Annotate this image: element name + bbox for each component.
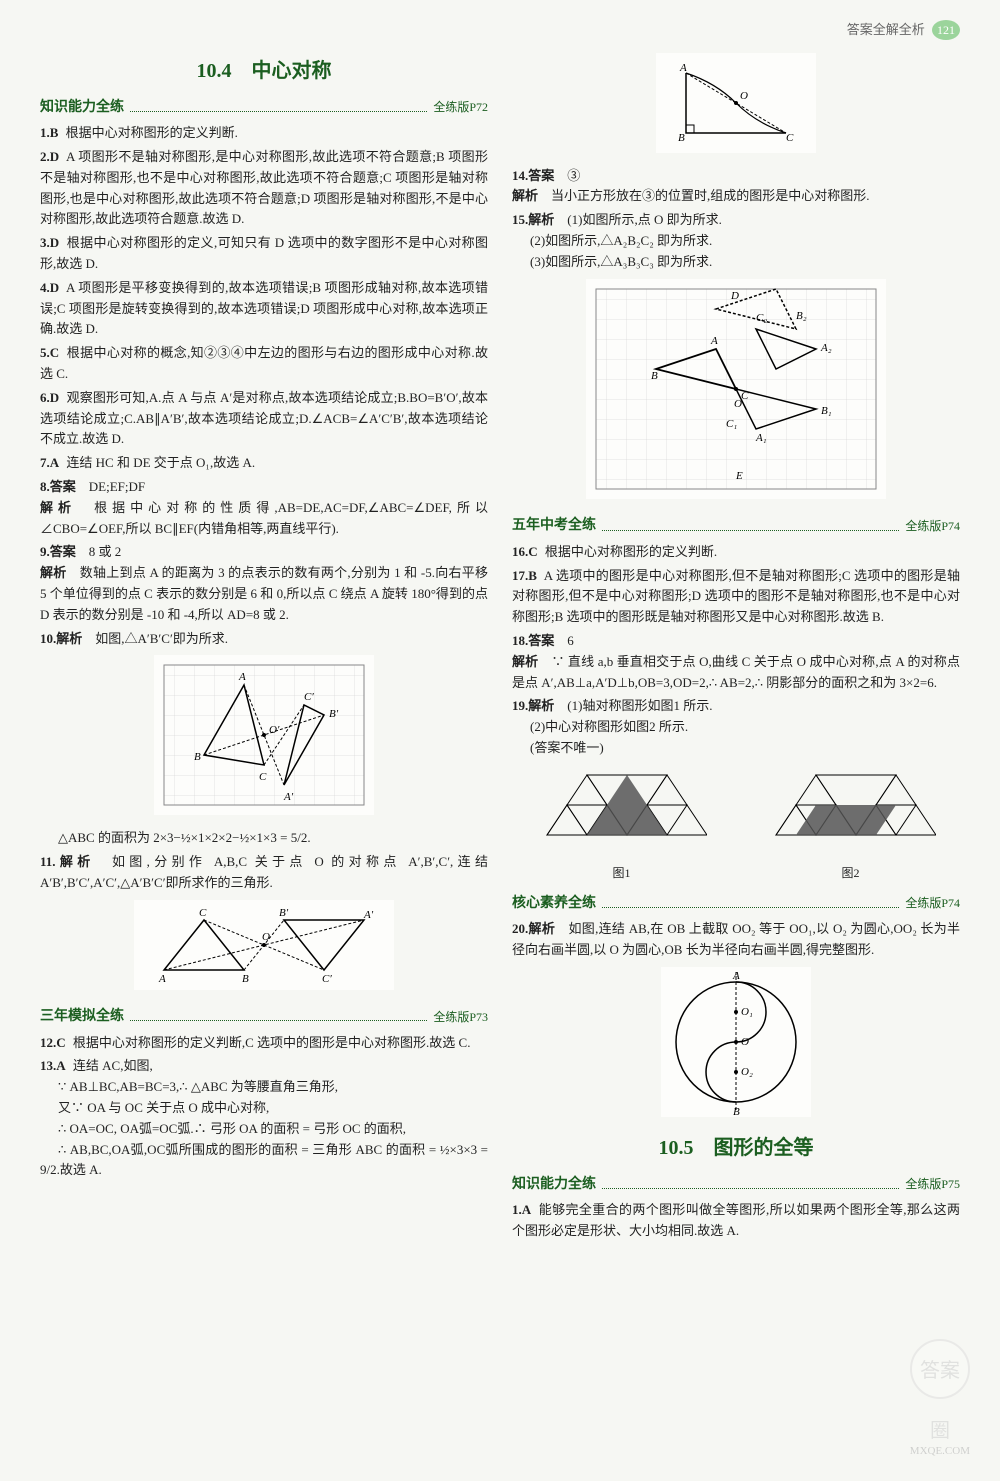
q7: 7.A 连结 HC 和 DE 交于点 O₁,故选 A. [40, 453, 488, 474]
watermark: 答案圈 MXQE.COM [910, 1339, 970, 1461]
subtitle-core: 核心素养全练 全练版P74 [512, 893, 960, 915]
subtitle-knowledge-label: 知识能力全练 [40, 97, 124, 119]
svg-text:A′: A′ [363, 909, 374, 921]
q16: 16.C 根据中心对称图形的定义判断. [512, 542, 960, 563]
page-header: 答案全解全析 121 [40, 20, 960, 41]
figure-q13: A B C O [512, 53, 960, 160]
pageref-knowledge: 全练版P72 [433, 98, 488, 117]
q10: 10.解析 如图,△A′B′C′即为所求. [40, 629, 488, 650]
svg-text:O: O [740, 90, 748, 102]
svg-text:B: B [651, 370, 658, 382]
q15: 15.解析 (1)如图所示,点 O 即为所求. (2)如图所示,△A₂B₂C₂ … [512, 210, 960, 272]
figure-q19-1 [537, 765, 707, 855]
figure-q19-pair: 图1 图2 [512, 765, 960, 883]
right-column: A B C O 14.答案 ③ 解析 当小正方形放在③的位置时,组成的图形是中心… [512, 47, 960, 1245]
subtitle-knowledge-105: 知识能力全练 全练版P75 [512, 1174, 960, 1196]
q18: 18.答案 6 解析 ∵ 直线 a,b 垂直相交于点 O,曲线 C 关于点 O … [512, 631, 960, 693]
svg-text:O₁: O₁ [741, 1006, 753, 1018]
svg-text:A: A [679, 62, 687, 74]
svg-text:E: E [735, 470, 743, 482]
q13: 13.A 连结 AC,如图, ∵ AB⊥BC,AB=BC=3,∴ △ABC 为等… [40, 1056, 488, 1181]
q11: 11.解析 如图,分别作 A,B,C 关于点 O 的对称点 A′,B′,C′,连… [40, 852, 488, 894]
svg-text:C: C [741, 390, 749, 402]
svg-text:A: A [158, 973, 166, 985]
svg-text:A: A [238, 671, 246, 683]
header-label: 答案全解全析 [847, 22, 925, 37]
q6: 6.D 观察图形可知,A.点 A 与点 A′是对称点,故本选项结论成立;B.BO… [40, 388, 488, 450]
q10-area: △ABC 的面积为 2×3−½×1×2×2−½×1×3 = 5/2. [40, 828, 488, 849]
svg-text:B′: B′ [329, 708, 339, 720]
svg-text:B: B [733, 1106, 740, 1117]
q3: 3.D 根据中心对称图形的定义,可知只有 D 选项中的数字图形不是中心对称图形,… [40, 233, 488, 275]
svg-text:C′: C′ [304, 691, 314, 703]
fig2-caption: 图2 [766, 864, 936, 883]
subtitle-knowledge: 知识能力全练 全练版P72 [40, 97, 488, 119]
subtitle-exam: 五年中考全练 全练版P74 [512, 515, 960, 537]
left-column: 10.4 中心对称 知识能力全练 全练版P72 1.B 根据中心对称图形的定义判… [40, 47, 488, 1245]
watermark-logo-icon: 答案圈 [910, 1339, 970, 1399]
svg-text:O: O [734, 398, 742, 410]
figure-q15: D B A C O A₂ C₂ B₂ B₁ A₁ C₁ E [512, 279, 960, 506]
q9: 9.答案 8 或 2 解析 数轴上到点 A 的距离为 3 的点表示的数有两个,分… [40, 542, 488, 625]
svg-text:O₂: O₂ [741, 1066, 753, 1078]
section-10-5-title: 10.5 图形的全等 [512, 1132, 960, 1164]
svg-text:A: A [710, 335, 718, 347]
svg-text:C₂: C₂ [756, 312, 767, 324]
subtitle-sim: 三年模拟全练 全练版P73 [40, 1006, 488, 1028]
svg-text:O′: O′ [269, 724, 280, 736]
svg-text:A′: A′ [283, 791, 294, 803]
watermark-url: MXQE.COM [910, 1443, 970, 1461]
svg-text:B₂: B₂ [796, 310, 807, 322]
svg-text:B: B [194, 751, 201, 763]
q19: 19.解析 (1)轴对称图形如图1 所示. (2)中心对称图形如图2 所示. (… [512, 696, 960, 758]
fig1-caption: 图1 [537, 864, 707, 883]
q2: 2.D A 项图形不是轴对称图形,是中心对称图形,故此选项不符合题意;B 项图形… [40, 147, 488, 230]
q5: 5.C 根据中心对称的概念,知②③④中左边的图形与右边的图形成中心对称.故选 C… [40, 343, 488, 385]
svg-text:O: O [741, 1036, 749, 1048]
svg-text:A: A [732, 970, 740, 982]
q14: 14.答案 ③ 解析 当小正方形放在③的位置时,组成的图形是中心对称图形. [512, 166, 960, 208]
q1: 1.B 根据中心对称图形的定义判断. [40, 123, 488, 144]
svg-text:D: D [730, 290, 739, 302]
page-number-badge: 121 [932, 20, 960, 40]
svg-text:A₂: A₂ [820, 342, 832, 354]
svg-text:B: B [678, 132, 685, 144]
figure-q19-2 [766, 765, 936, 855]
svg-text:A₁: A₁ [755, 432, 767, 444]
q4: 4.D A 项图形是平移变换得到的,故本选项错误;B 项图形成轴对称,故本选项错… [40, 278, 488, 340]
svg-text:C₁: C₁ [726, 418, 737, 430]
section-10-4-title: 10.4 中心对称 [40, 55, 488, 87]
q20: 20.解析 如图,连结 AB,在 OB 上截取 OO₂ 等于 OO₁,以 O₂ … [512, 919, 960, 961]
svg-text:B′: B′ [279, 907, 289, 919]
svg-text:B₁: B₁ [821, 405, 832, 417]
svg-text:C: C [786, 132, 794, 144]
figure-q11: A B C B′ A′ C′ O [40, 900, 488, 997]
dotline [130, 104, 427, 112]
svg-text:B: B [242, 973, 249, 985]
figure-q20: A O₁ O O₂ B [512, 967, 960, 1124]
svg-text:C: C [259, 771, 267, 783]
svg-text:C: C [199, 907, 207, 919]
q1-105: 1.A 能够完全重合的两个图形叫做全等图形,所以如果两个图形全等,那么这两个图形… [512, 1200, 960, 1242]
q8: 8.答案 DE;EF;DF 解析 根据中心对称的性质得,AB=DE,AC=DF,… [40, 477, 488, 539]
svg-text:C′: C′ [322, 973, 332, 985]
q12: 12.C 根据中心对称图形的定义判断,C 选项中的图形是中心对称图形.故选 C. [40, 1033, 488, 1054]
svg-text:O: O [262, 931, 270, 943]
q17: 17.B A 选项中的图形是中心对称图形,但不是轴对称图形;C 选项中的图形是轴… [512, 566, 960, 628]
figure-q10: A B C C′ B′ A′ O′ [40, 655, 488, 822]
